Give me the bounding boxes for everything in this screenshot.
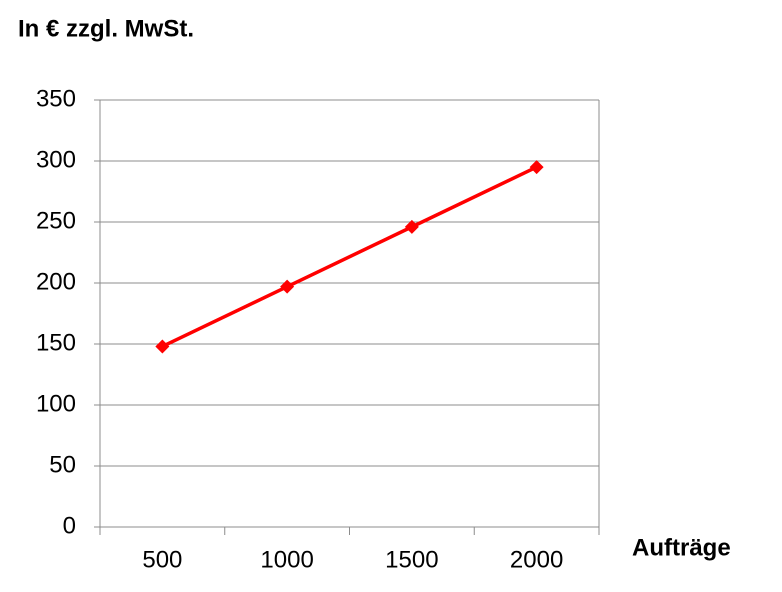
x-tick-label: 1000 (260, 546, 313, 573)
y-tick-label: 150 (36, 329, 76, 356)
x-tick-label: 1500 (385, 546, 438, 573)
y-tick-label: 200 (36, 268, 76, 295)
y-tick-label: 0 (63, 512, 76, 539)
chart-title: In € zzgl. MwSt. (18, 15, 194, 42)
y-tick-label: 350 (36, 85, 76, 112)
x-tick-label: 500 (142, 546, 182, 573)
marker (155, 339, 170, 354)
line-series (161, 165, 538, 349)
marker (404, 219, 419, 234)
y-tick-label: 300 (36, 146, 76, 173)
x-tick-label: 2000 (510, 546, 563, 573)
y-tick-label: 50 (49, 451, 76, 478)
y-tick-label: 250 (36, 207, 76, 234)
marker (529, 160, 544, 175)
x-axis-label: Aufträge (632, 534, 731, 561)
marker (280, 279, 295, 294)
y-tick-label: 100 (36, 390, 76, 417)
